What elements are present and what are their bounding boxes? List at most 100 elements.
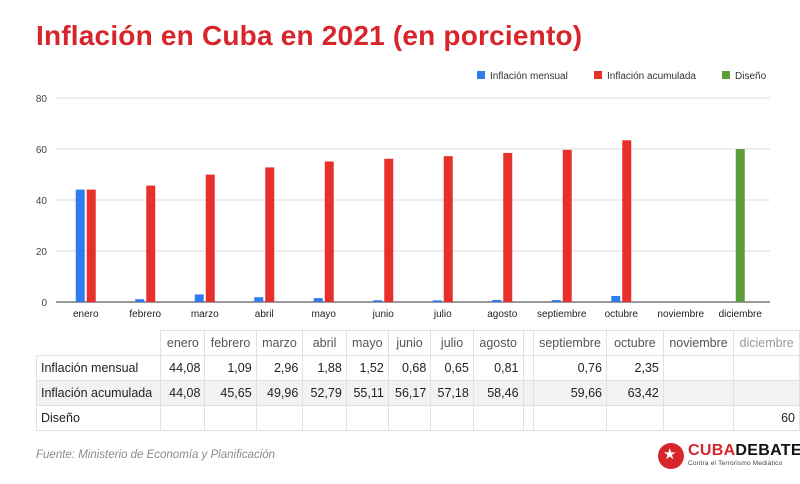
bar-chart: 0 20 40 60 80 enero febrero marzo abril mayo juni… bbox=[36, 71, 770, 320]
table-corner-cell bbox=[36, 330, 162, 356]
table-row: Inflación mensual 44,08 1,09 2,96 1,88 1,52 0,… bbox=[35, 355, 800, 381]
bar-inflación-acumulada-octubre bbox=[622, 140, 632, 302]
data-table: enero febrero marzo abril mayo junio julio agos… bbox=[35, 330, 800, 431]
bar-inflación-mensual-mayo bbox=[313, 298, 323, 302]
legend: Inflación mensual Inflación acumulada Dise… bbox=[477, 71, 767, 82]
bar-inflación-acumulada-marzo bbox=[205, 174, 215, 302]
table-cell: 56,17 bbox=[388, 380, 432, 406]
chart-title: Inflación en Cuba en 2021 (en porciento) bbox=[36, 20, 583, 51]
logo-tagline: Contra el Terrorismo Mediático bbox=[688, 460, 783, 467]
table-cell bbox=[663, 380, 735, 406]
x-tick-label: agosto bbox=[487, 309, 517, 320]
table-cell: 2,96 bbox=[256, 355, 304, 381]
x-tick-label: marzo bbox=[191, 309, 219, 320]
table-cell: 1,88 bbox=[302, 355, 347, 381]
table-row: Diseño 60 bbox=[35, 405, 800, 431]
table-cell bbox=[663, 355, 735, 381]
table-cell: 44,08 bbox=[160, 355, 206, 381]
table-header-marzo: marzo bbox=[256, 330, 304, 356]
table-cell: 44,08 bbox=[160, 380, 206, 406]
table-cell bbox=[256, 405, 304, 431]
table-cell: 1,52 bbox=[346, 355, 389, 381]
table-cell bbox=[388, 405, 432, 431]
grid-lines bbox=[56, 97, 770, 303]
table-header-agosto: agosto bbox=[473, 330, 524, 356]
table-cell: 49,96 bbox=[256, 380, 304, 406]
table-header-diciembre: diciembre bbox=[733, 330, 800, 356]
table-cell bbox=[523, 405, 535, 431]
legend-item: Diseño bbox=[722, 71, 767, 82]
x-tick-label: diciembre bbox=[719, 309, 763, 320]
table-header-mayo: mayo bbox=[346, 330, 389, 356]
bar-inflación-mensual-abril bbox=[254, 297, 264, 302]
source-note: Fuente: Ministerio de Economía y Planifi… bbox=[36, 449, 276, 461]
x-axis-ticks: enero febrero marzo abril mayo junio julio agos… bbox=[73, 309, 762, 320]
table-cell bbox=[523, 355, 535, 381]
x-tick-label: julio bbox=[433, 309, 452, 320]
x-tick-label: septiembre bbox=[537, 309, 587, 320]
table-cell: 0,68 bbox=[388, 355, 432, 381]
table-cell: 59,66 bbox=[533, 380, 607, 406]
x-tick-label: enero bbox=[73, 309, 99, 320]
table-cell: 63,42 bbox=[606, 380, 664, 406]
bar-inflación-mensual-julio bbox=[432, 300, 442, 302]
x-tick-label: junio bbox=[372, 309, 395, 320]
legend-item: Inflación acumulada bbox=[594, 71, 696, 82]
bar-inflación-mensual-octubre bbox=[611, 296, 621, 302]
x-tick-label: mayo bbox=[312, 309, 337, 320]
table-header-blank bbox=[523, 330, 535, 356]
y-tick-label: 0 bbox=[41, 298, 47, 309]
x-tick-label: octubre bbox=[605, 309, 639, 320]
bar-inflación-acumulada-agosto bbox=[503, 152, 513, 302]
table-cell: 0,65 bbox=[430, 355, 474, 381]
legend-label: Inflación mensual bbox=[490, 71, 568, 82]
bar-inflación-mensual-enero bbox=[75, 189, 85, 302]
table-cell bbox=[663, 405, 735, 431]
y-tick-label: 20 bbox=[36, 247, 48, 258]
legend-label: Inflación acumulada bbox=[607, 71, 696, 82]
table-header-septiembre: septiembre bbox=[533, 330, 607, 356]
logo-brand-part1: CUBA bbox=[688, 442, 736, 459]
table-cell: 0,81 bbox=[473, 355, 524, 381]
logo-wordmark: CUBADEBATE bbox=[688, 442, 800, 460]
table-cell: 1,09 bbox=[204, 355, 257, 381]
bar-inflación-mensual-septiembre bbox=[551, 300, 561, 302]
legend-swatch bbox=[722, 71, 730, 79]
bar-inflación-acumulada-junio bbox=[384, 158, 394, 302]
bar-inflación-acumulada-febrero bbox=[146, 185, 156, 302]
table-cell: 2,35 bbox=[606, 355, 664, 381]
bar-inflación-acumulada-septiembre bbox=[562, 149, 572, 302]
table-cell bbox=[533, 405, 607, 431]
bar-inflación-mensual-agosto bbox=[492, 299, 502, 302]
table-cell bbox=[160, 405, 206, 431]
table-header-julio: julio bbox=[430, 330, 474, 356]
table-cell: 45,65 bbox=[204, 380, 257, 406]
table-cell: 55,11 bbox=[346, 380, 389, 406]
table-header-abril: abril bbox=[302, 330, 347, 356]
bar-inflación-acumulada-julio bbox=[443, 156, 453, 302]
legend-swatch bbox=[594, 71, 602, 79]
table-cell: 0,76 bbox=[533, 355, 607, 381]
legend-item: Inflación mensual bbox=[477, 71, 568, 82]
table-header-row: enero febrero marzo abril mayo junio julio agos… bbox=[36, 330, 800, 356]
table-cell bbox=[430, 405, 474, 431]
table-cell: 58,46 bbox=[473, 380, 524, 406]
legend-label: Diseño bbox=[735, 71, 767, 82]
x-tick-label: abril bbox=[255, 309, 274, 320]
table-header-enero: enero bbox=[160, 330, 206, 356]
table-row-label: Diseño bbox=[35, 405, 162, 431]
table-row-label: Inflación mensual bbox=[35, 355, 162, 381]
x-tick-label: febrero bbox=[129, 309, 161, 320]
bar-inflación-mensual-febrero bbox=[135, 299, 145, 302]
table-header-junio: junio bbox=[388, 330, 432, 356]
bar-inflación-acumulada-mayo bbox=[324, 161, 334, 302]
y-tick-label: 80 bbox=[36, 94, 48, 105]
table-cell bbox=[473, 405, 524, 431]
bar-diseño-diciembre bbox=[735, 149, 745, 302]
table-cell bbox=[606, 405, 664, 431]
table-cell bbox=[204, 405, 257, 431]
table-header-febrero: febrero bbox=[204, 330, 257, 356]
table-cell: 57,18 bbox=[430, 380, 474, 406]
table-cell bbox=[733, 355, 800, 381]
star-icon: ★ bbox=[663, 446, 677, 463]
